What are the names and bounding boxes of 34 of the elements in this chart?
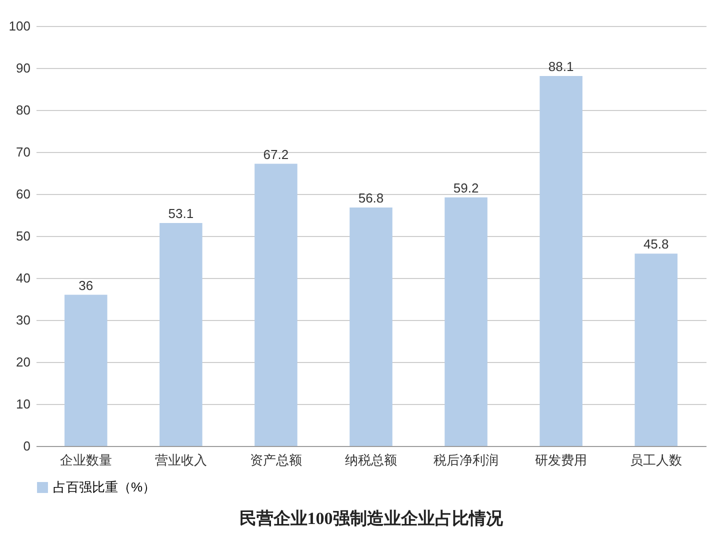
x-tick-label: 员工人数: [630, 452, 682, 468]
y-tick-label: 70: [16, 144, 30, 160]
bar: [540, 76, 582, 446]
x-tick-label: 营业收入: [154, 452, 207, 468]
data-label: 36: [78, 278, 94, 293]
data-label: 88.1: [548, 58, 574, 74]
data-label: 59.2: [453, 180, 479, 196]
y-tick-label: 10: [16, 396, 30, 412]
y-tick-label: 30: [16, 312, 30, 328]
y-tick-label: 90: [16, 60, 30, 76]
bar: [64, 294, 108, 446]
x-tick-label: 研发费用: [535, 452, 588, 468]
bar: [160, 222, 202, 446]
text: 民营企业100强制造业企业占比情况: [239, 509, 504, 528]
y-tick-label: 80: [16, 102, 30, 118]
y-tick-label: 40: [16, 270, 30, 286]
x-tick-label: 税后净利润: [434, 452, 499, 468]
bar: [350, 207, 392, 446]
x-tick-label: 企业数量: [60, 452, 112, 468]
data-label: 45.8: [643, 236, 669, 252]
bar: [444, 197, 488, 446]
y-tick-label: 100: [8, 18, 30, 34]
x-tick-label: 纳税总额: [345, 452, 397, 468]
legend-label: 占百强比重（%）: [53, 480, 156, 494]
y-tick-label: 20: [16, 354, 30, 370]
bar: [634, 254, 678, 446]
y-tick-label: 60: [16, 186, 30, 202]
y-tick-label: 0: [23, 438, 30, 454]
bar: [254, 164, 298, 446]
x-tick-label: 资产总额: [250, 452, 302, 468]
data-label: 53.1: [168, 206, 194, 221]
data-label: 67.2: [263, 146, 289, 162]
data-label: 56.8: [358, 190, 384, 206]
y-tick-label: 50: [16, 228, 30, 244]
